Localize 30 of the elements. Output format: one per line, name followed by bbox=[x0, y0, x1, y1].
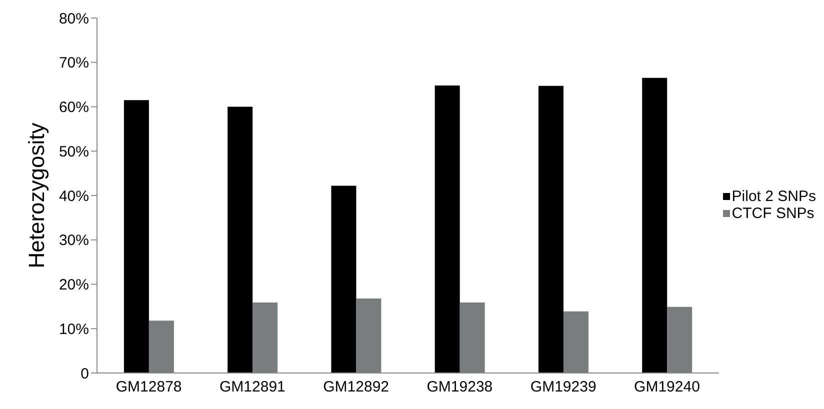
bar bbox=[228, 106, 253, 373]
y-tick-label: 60% bbox=[58, 99, 89, 116]
bar bbox=[538, 86, 564, 373]
y-tick-label: 40% bbox=[58, 188, 89, 205]
x-tick-label: GM19240 bbox=[634, 378, 700, 396]
bar bbox=[460, 302, 485, 373]
x-tick-label: GM12878 bbox=[116, 378, 182, 396]
y-tick-label: 50% bbox=[58, 143, 89, 160]
bar bbox=[563, 311, 588, 373]
x-tick-label: GM12892 bbox=[323, 378, 390, 396]
bar bbox=[356, 298, 382, 373]
bar bbox=[252, 302, 278, 373]
legend-label: CTCF SNPs bbox=[732, 204, 814, 222]
y-tick-label: 30% bbox=[58, 232, 89, 250]
y-axis-title: Heterozygosity bbox=[24, 122, 49, 268]
bar bbox=[434, 85, 460, 373]
x-tick-label: GM19239 bbox=[530, 378, 596, 396]
bar bbox=[331, 186, 356, 373]
bar bbox=[642, 78, 668, 373]
y-tick-label: 70% bbox=[58, 54, 89, 72]
y-tick-label: 10% bbox=[58, 320, 89, 338]
y-tick-label: 80% bbox=[58, 10, 89, 28]
bar bbox=[667, 306, 692, 373]
bar bbox=[148, 320, 174, 373]
y-tick-label: 0 bbox=[80, 365, 89, 382]
y-tick-label: 20% bbox=[58, 276, 89, 294]
x-tick-label: GM12891 bbox=[220, 378, 286, 396]
bar bbox=[124, 100, 149, 373]
x-tick-label: GM19238 bbox=[426, 378, 493, 396]
legend-label: Pilot 2 SNPs bbox=[732, 188, 816, 204]
